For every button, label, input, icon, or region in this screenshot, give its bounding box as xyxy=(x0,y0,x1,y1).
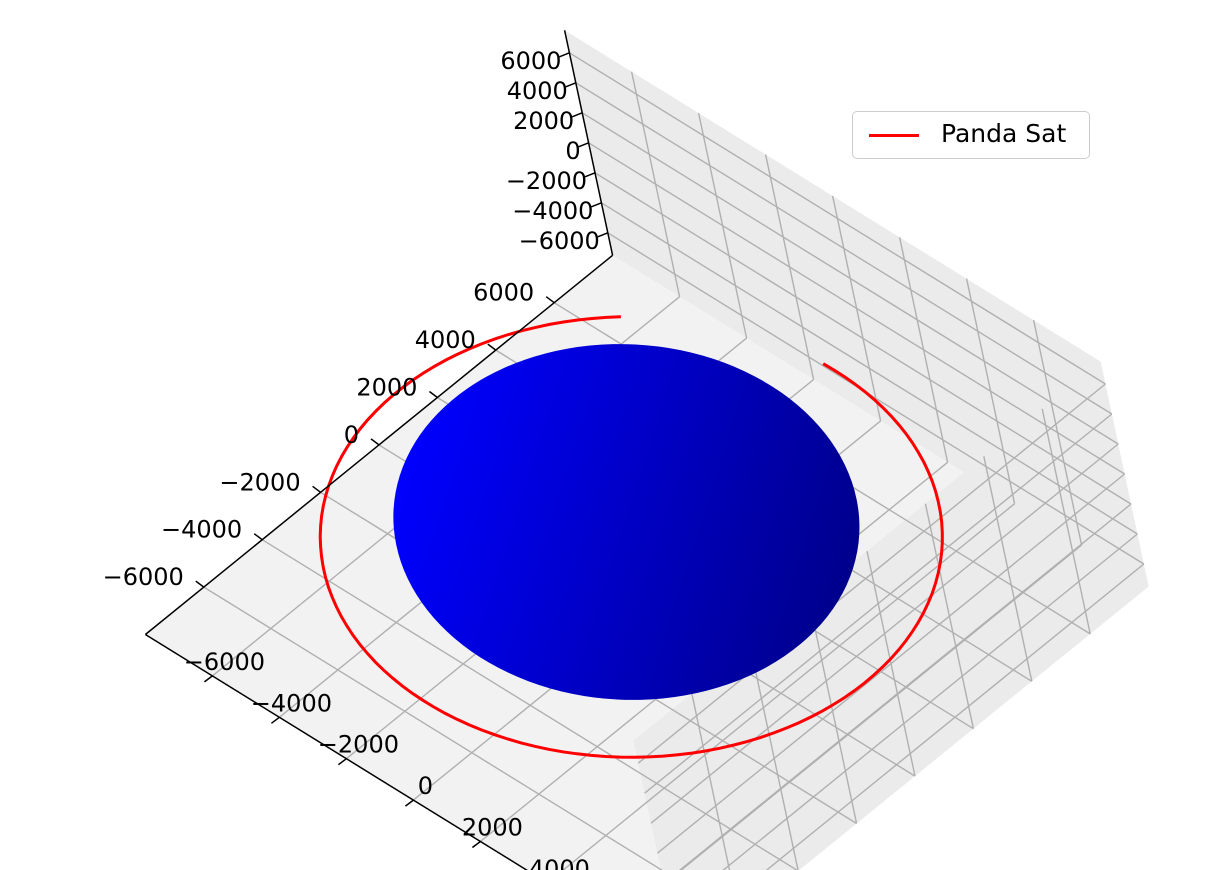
grid-line-wall-z xyxy=(637,383,1106,764)
x-axis-line xyxy=(145,633,528,870)
grid-line-floor-y xyxy=(261,539,799,870)
z-tick-label: 4000 xyxy=(507,77,568,105)
earth-disk xyxy=(393,344,860,700)
x-tick-label: 0 xyxy=(418,772,433,800)
y-tick-mark xyxy=(195,580,205,588)
grid-line-wall-z xyxy=(650,443,1119,824)
grid-line-wall-z xyxy=(581,112,1119,445)
x-tick-label: −2000 xyxy=(318,731,399,759)
legend-line-swatch xyxy=(869,134,919,137)
grid-line-wall-z xyxy=(765,563,1145,870)
z-tick-label: −6000 xyxy=(519,227,600,255)
grid-line-wall-z xyxy=(601,202,1138,535)
z-tick-mark xyxy=(597,232,609,238)
y-tick-label: −6000 xyxy=(103,563,184,591)
x-tick-label: −6000 xyxy=(184,648,265,676)
x-tick-mark xyxy=(471,840,481,849)
x-tick-mark xyxy=(270,716,280,724)
y-tick-label: −4000 xyxy=(161,516,242,544)
z-tick-label: −2000 xyxy=(506,167,587,195)
legend: Panda Sat xyxy=(852,111,1090,159)
y-tick-mark xyxy=(487,343,497,351)
z-tick-mark xyxy=(565,82,577,88)
y-tick-mark xyxy=(312,485,322,493)
y-tick-mark xyxy=(370,438,380,446)
z-tick-mark xyxy=(584,172,596,178)
x-tick-mark xyxy=(404,799,414,807)
grid-line-floor-y xyxy=(203,586,663,870)
orbit-series xyxy=(318,315,944,759)
y-tick-mark xyxy=(428,390,438,399)
x-tick-mark xyxy=(203,675,213,683)
grid-line-wall-z xyxy=(594,172,1132,505)
x-tick-label: 4000 xyxy=(529,855,590,870)
z-tick-label: 2000 xyxy=(513,107,574,135)
x-tick-mark xyxy=(337,758,347,766)
y-tick-label: 6000 xyxy=(473,279,534,307)
y-tick-mark xyxy=(253,533,263,541)
z-tick-label: −4000 xyxy=(512,197,593,225)
y-tick-label: −2000 xyxy=(219,468,300,496)
axis-lines xyxy=(144,30,614,870)
z-tick-mark xyxy=(578,142,589,148)
orbit-line-panda-sat xyxy=(318,315,944,759)
grid-line-wall-z xyxy=(722,533,1138,870)
grid-line-wall-z xyxy=(569,52,1106,385)
z-tick-mark xyxy=(559,52,570,58)
x-tick-label: −4000 xyxy=(251,689,332,717)
legend-label: Panda Sat xyxy=(941,119,1067,148)
z-tick-label: 6000 xyxy=(500,47,561,75)
x-tick-label: 2000 xyxy=(462,814,523,842)
grid-line-wall-z xyxy=(678,503,1132,870)
grid-line-wall-z xyxy=(607,232,1145,565)
grid-line-wall-z xyxy=(644,413,1113,794)
z-tick-mark xyxy=(571,112,583,118)
grid-line-wall-z xyxy=(588,142,1125,475)
grid-line-wall-z xyxy=(656,473,1126,854)
y-tick-label: 4000 xyxy=(415,326,476,354)
earth-sphere xyxy=(393,344,860,700)
z-tick-mark xyxy=(591,202,602,208)
grid-line-wall-z xyxy=(575,82,1113,415)
y-tick-label: 2000 xyxy=(356,374,417,402)
y-tick-mark xyxy=(545,296,555,304)
y-tick-label: 0 xyxy=(344,421,359,449)
tick-labels: −6000−4000−20000200040006000600040002000… xyxy=(103,47,600,870)
z-tick-label: 0 xyxy=(565,137,580,165)
